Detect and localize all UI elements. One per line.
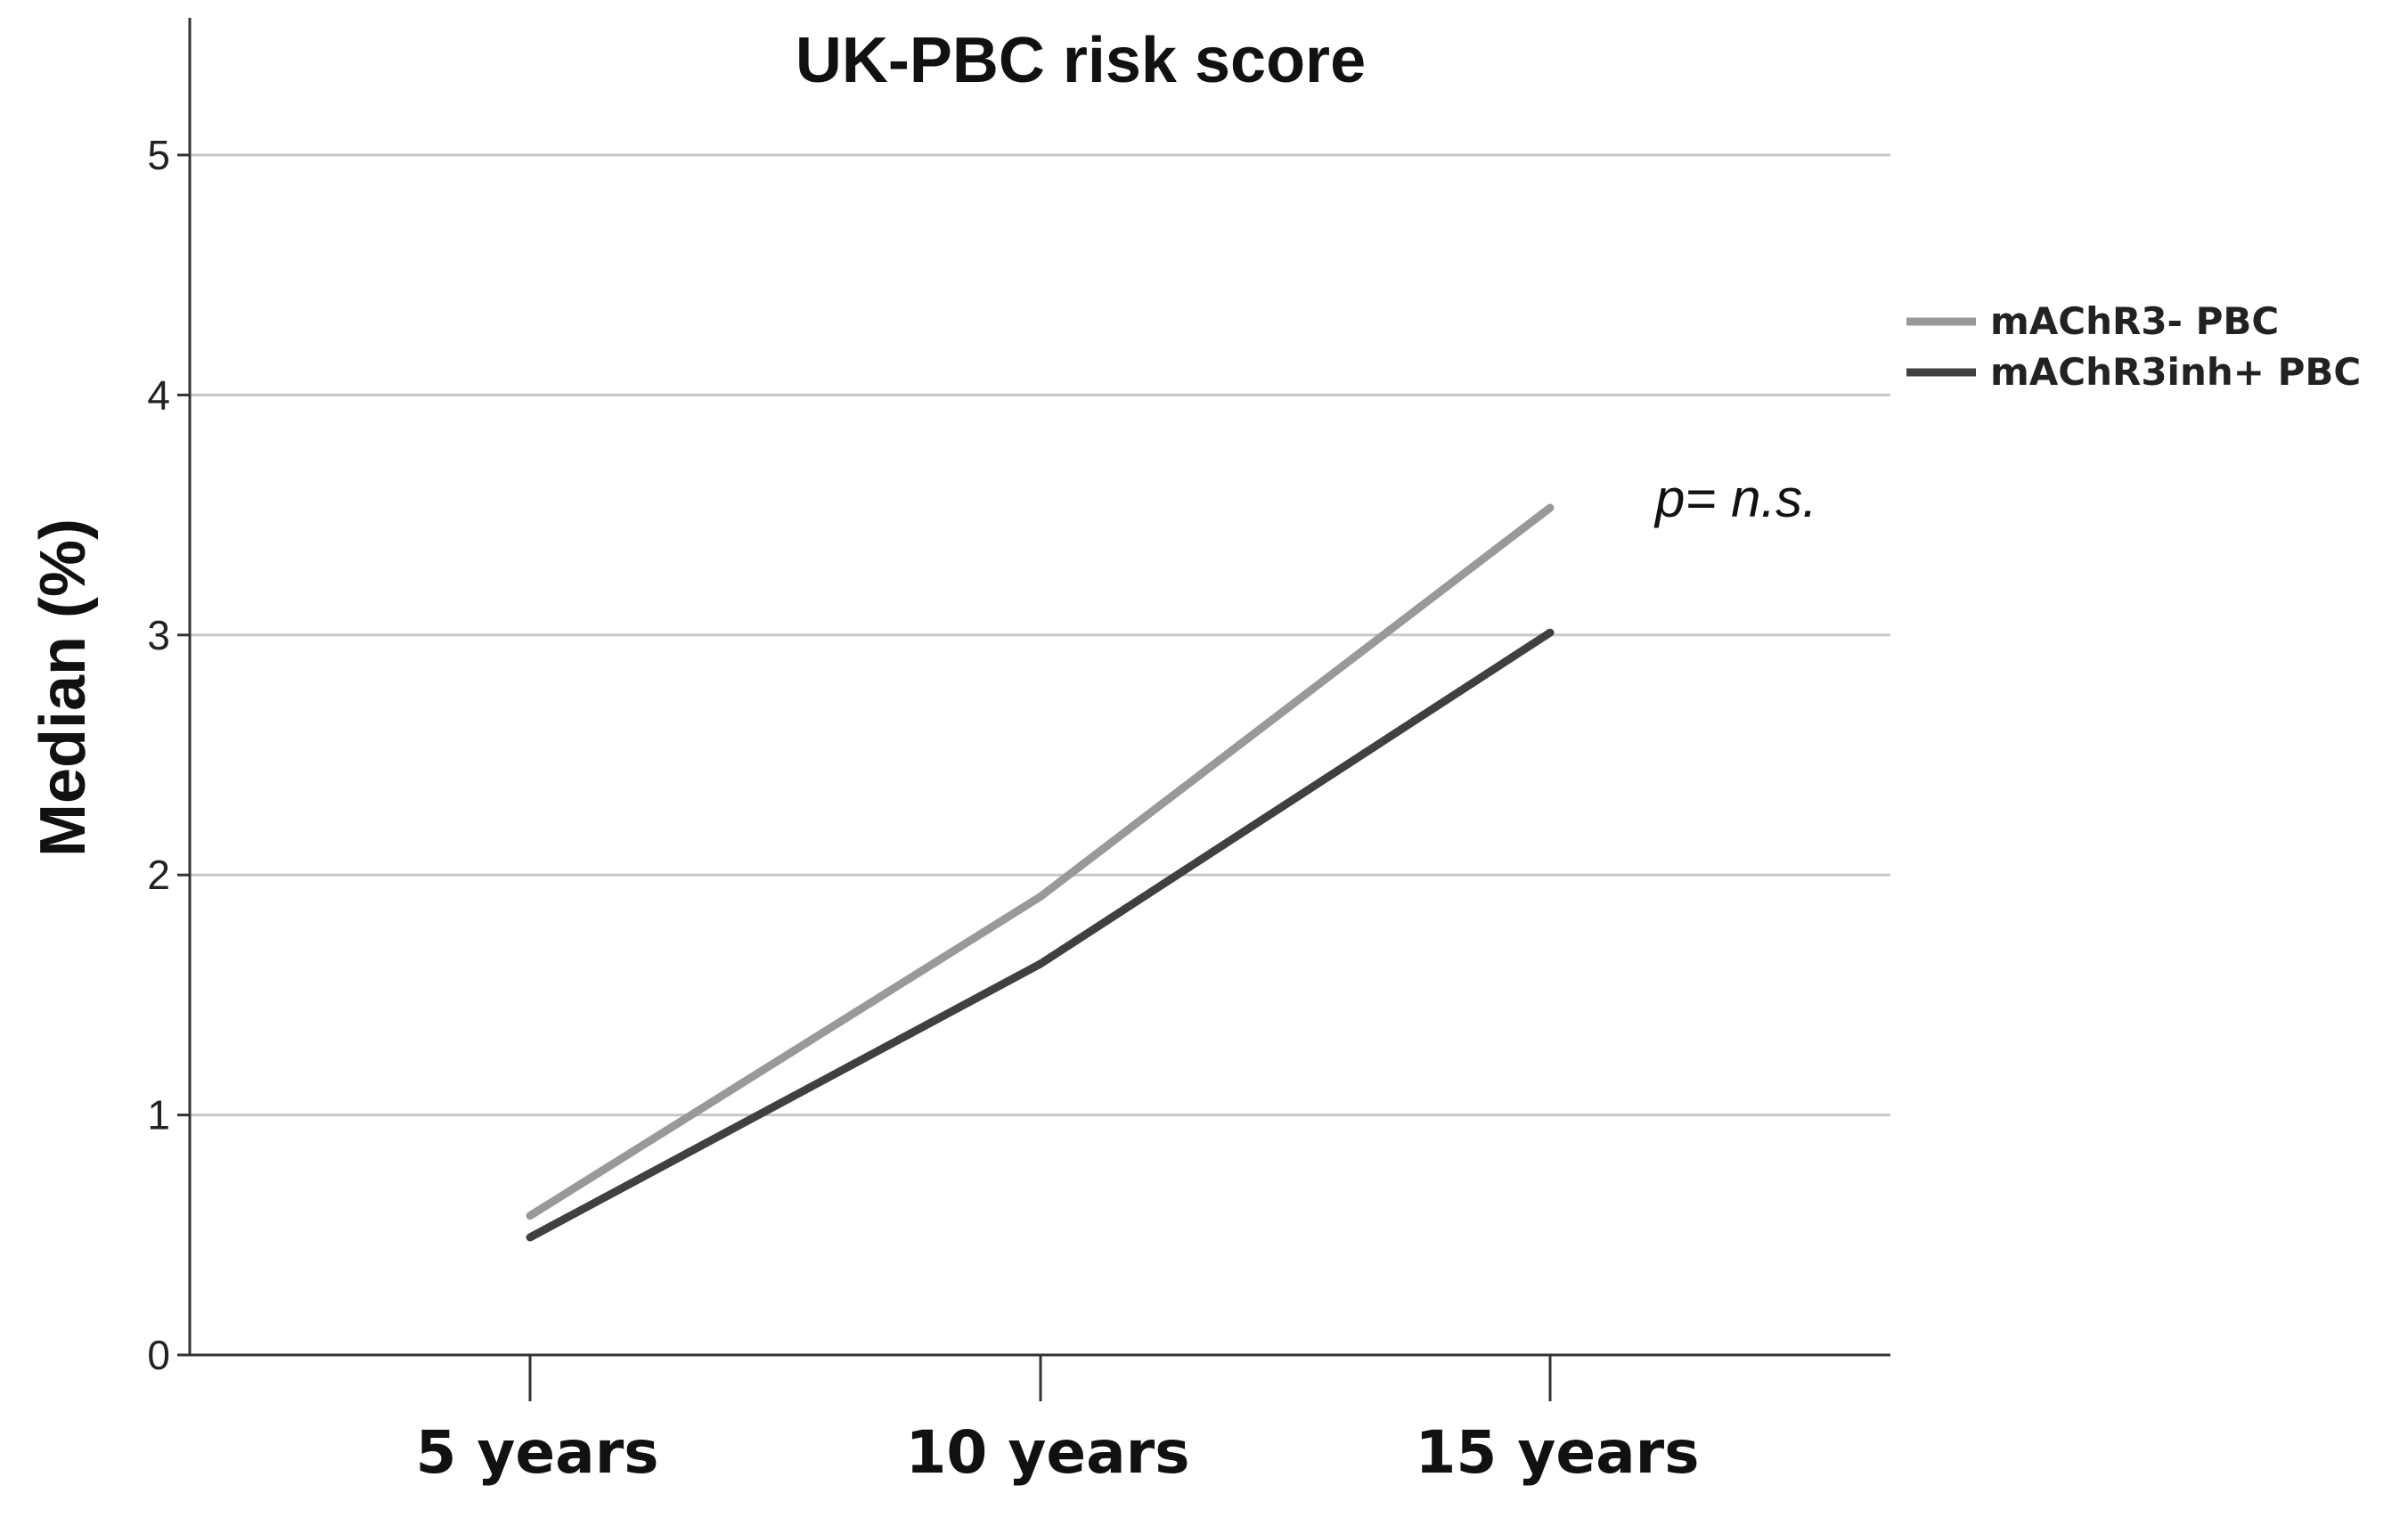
y-tick-label: 1 bbox=[147, 1092, 170, 1138]
data-point bbox=[1546, 503, 1555, 512]
x-tick-label: 15 years bbox=[1416, 1418, 1700, 1487]
data-point bbox=[1546, 628, 1555, 637]
legend-label: mAChR3- PBC bbox=[1990, 299, 2279, 343]
data-point bbox=[1036, 892, 1045, 901]
y-axis-ticks: 0 1 2 3 4 5 bbox=[147, 132, 190, 1378]
legend: mAChR3- PBC mAChR3inh+ PBC bbox=[1906, 299, 2361, 394]
series-line-1 bbox=[527, 504, 1553, 1220]
x-tick-label: 5 years bbox=[415, 1418, 658, 1487]
legend-label: mAChR3inh+ PBC bbox=[1990, 350, 2361, 394]
y-tick-label: 3 bbox=[147, 612, 170, 658]
y-tick-label: 4 bbox=[147, 371, 170, 418]
x-axis-ticks: 5 years 10 years 15 years bbox=[415, 1355, 1699, 1487]
y-tick-label: 0 bbox=[147, 1332, 170, 1378]
x-tick-label: 10 years bbox=[906, 1418, 1190, 1487]
gridlines bbox=[190, 153, 1890, 1117]
y-tick-label: 5 bbox=[147, 132, 170, 178]
series-line-2 bbox=[527, 629, 1553, 1241]
data-point bbox=[526, 1212, 535, 1220]
series-lines bbox=[526, 503, 1555, 1242]
y-tick-label: 2 bbox=[147, 852, 170, 898]
significance-annotation: p= n.s. bbox=[1653, 469, 1817, 528]
chart-title: UK-PBC risk score bbox=[796, 25, 1366, 96]
y-axis-label: Median (%) bbox=[28, 518, 99, 857]
data-point bbox=[526, 1233, 535, 1242]
data-point bbox=[1036, 959, 1045, 968]
